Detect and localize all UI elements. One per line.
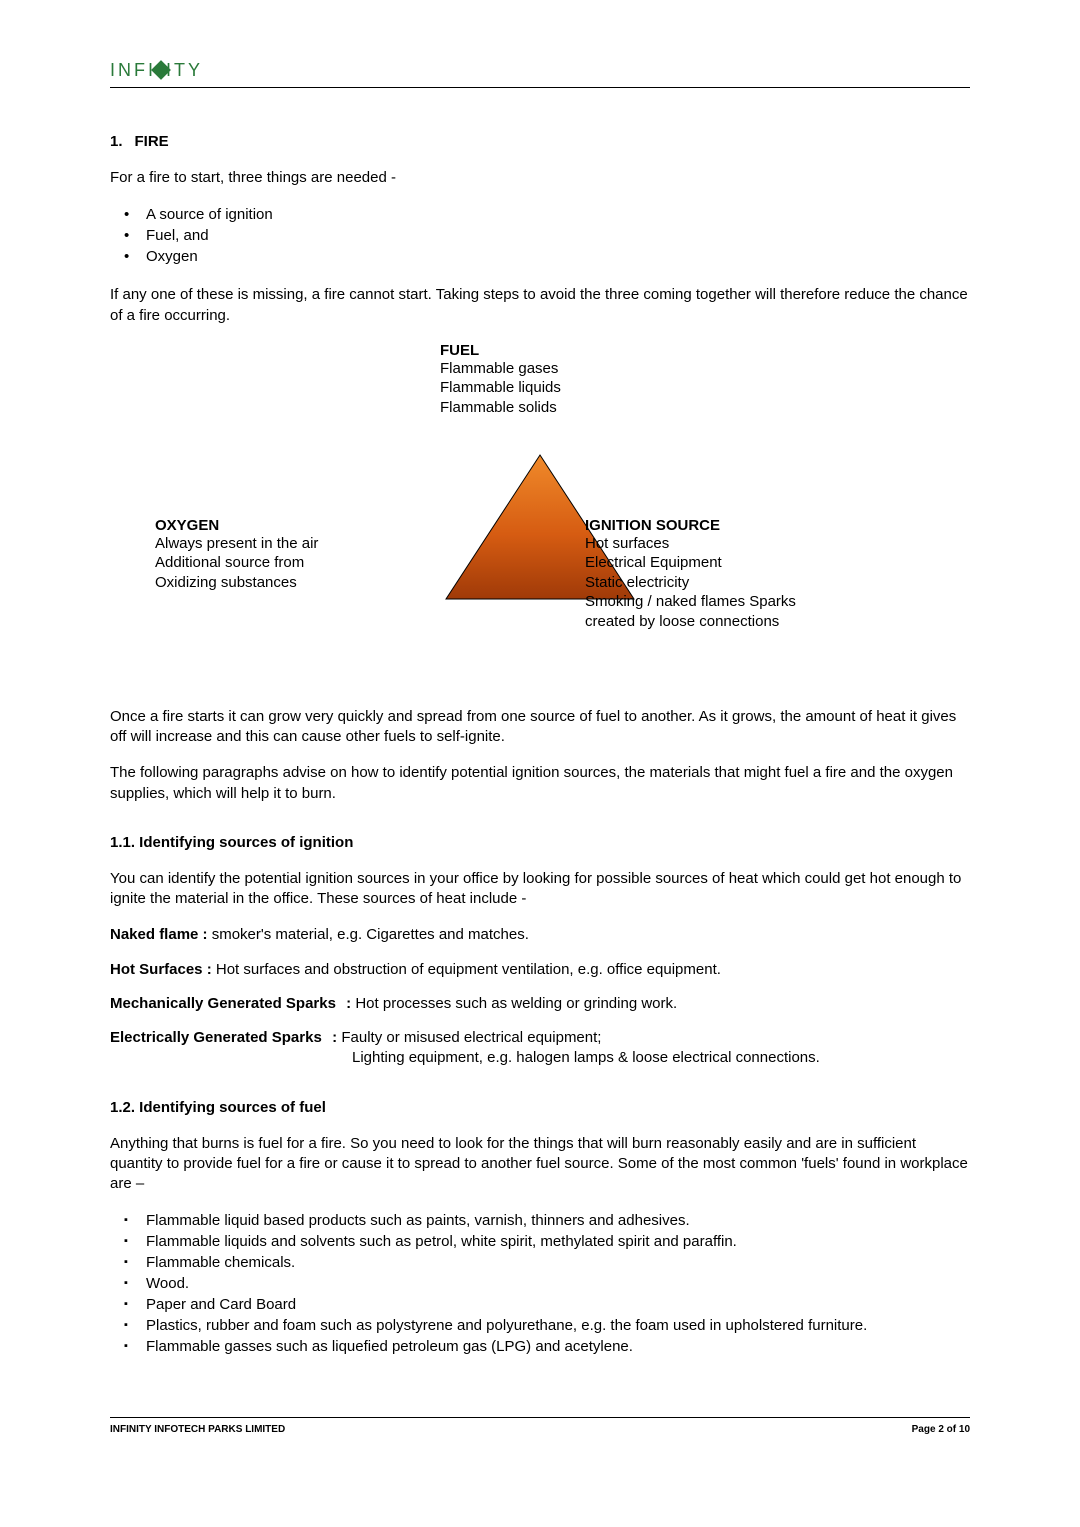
document-page: INFI ITY 1. FIRE For a fire to start, thre… (0, 0, 1080, 1485)
paragraph: Once a fire starts it can grow very quic… (110, 707, 970, 748)
paragraph: The following paragraphs advise on how t… (110, 763, 970, 804)
definition-desc: Faulty or misused electrical equipment; (341, 1029, 601, 1046)
definition-row: Mechanically Generated Sparks : Hot proc… (110, 994, 970, 1014)
definition-row: Naked flame : smoker's material, e.g. Ci… (110, 925, 970, 945)
ignition-label-block: IGNITION SOURCE Hot surfaces Electrical … (585, 517, 845, 632)
section-heading: FIRE (135, 133, 169, 150)
paragraph: Anything that burns is fuel for a fire. … (110, 1134, 970, 1195)
definition-desc: smoker's material, e.g. Cigarettes and m… (212, 926, 529, 943)
section-number: 1. (110, 133, 123, 150)
definition-term: Electrically Generated Sparks (110, 1028, 328, 1048)
logo-text-pre: INFI (110, 60, 156, 80)
list-item: Paper and Card Board (124, 1294, 970, 1315)
list-item: Plastics, rubber and foam such as polyst… (124, 1315, 970, 1336)
list-item: Flammable gasses such as liquefied petro… (124, 1336, 970, 1357)
definition-term: Hot Surfaces (110, 960, 203, 980)
paragraph: If any one of these is missing, a fire c… (110, 285, 970, 326)
list-item: Wood. (124, 1273, 970, 1294)
fire-triangle-diagram: FUEL Flammable gases Flammable liquids F… (110, 342, 970, 672)
fuel-text: Flammable gases Flammable liquids Flamma… (440, 359, 640, 418)
fuel-label-block: FUEL Flammable gases Flammable liquids F… (440, 342, 640, 418)
oxygen-text: Always present in the air Additional sou… (155, 534, 355, 593)
section-1-title: 1. FIRE (110, 133, 970, 150)
definition-desc: Hot surfaces and obstruction of equipmen… (216, 961, 721, 978)
list-item: Flammable chemicals. (124, 1252, 970, 1273)
fuel-sources-list: Flammable liquid based products such as … (124, 1210, 970, 1357)
definition-colon: : (332, 1029, 341, 1046)
intro-paragraph: For a fire to start, three things are ne… (110, 168, 970, 188)
list-item: Flammable liquids and solvents such as p… (124, 1231, 970, 1252)
footer-page-number: Page 2 of 10 (912, 1424, 970, 1435)
ignition-label: IGNITION SOURCE (585, 517, 845, 534)
subsection-1-2-title: 1.2. Identifying sources of fuel (110, 1099, 970, 1116)
definition-desc-continued: Lighting equipment, e.g. halogen lamps &… (352, 1048, 820, 1068)
footer: INFINITY INFOTECH PARKS LIMITED Page 2 o… (110, 1417, 970, 1435)
footer-company: INFINITY INFOTECH PARKS LIMITED (110, 1424, 285, 1435)
list-item: Flammable liquid based products such as … (124, 1210, 970, 1231)
list-item: Fuel, and (124, 225, 970, 246)
oxygen-label: OXYGEN (155, 517, 355, 534)
definition-desc: Hot processes such as welding or grindin… (355, 995, 677, 1012)
fuel-label: FUEL (440, 342, 640, 359)
header: INFI ITY (110, 60, 970, 88)
definition-colon: : (203, 926, 212, 943)
oxygen-label-block: OXYGEN Always present in the air Additio… (155, 517, 355, 593)
fire-requirements-list: A source of ignition Fuel, and Oxygen (124, 204, 970, 267)
definition-row: Electrically Generated Sparks : Faulty o… (110, 1028, 970, 1069)
list-item: Oxygen (124, 246, 970, 267)
definition-row: Hot Surfaces : Hot surfaces and obstruct… (110, 960, 970, 980)
logo: INFI ITY (110, 60, 203, 80)
list-item: A source of ignition (124, 204, 970, 225)
paragraph: You can identify the potential ignition … (110, 869, 970, 910)
ignition-text: Hot surfaces Electrical Equipment Static… (585, 534, 845, 632)
definition-term: Mechanically Generated Sparks (110, 994, 342, 1014)
subsection-1-1-title: 1.1. Identifying sources of ignition (110, 834, 970, 851)
definition-term: Naked flame (110, 925, 198, 945)
definition-colon: : (207, 961, 216, 978)
logo-text-post: ITY (166, 60, 203, 80)
definition-colon: : (346, 995, 355, 1012)
ignition-definitions: Naked flame : smoker's material, e.g. Ci… (110, 925, 970, 1068)
